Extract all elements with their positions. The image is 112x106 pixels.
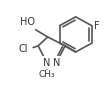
Text: N: N <box>53 58 60 68</box>
Text: F: F <box>94 21 100 31</box>
Text: HO: HO <box>20 17 35 27</box>
Text: CH₃: CH₃ <box>38 70 55 79</box>
Text: Cl: Cl <box>19 44 28 54</box>
Text: N: N <box>43 58 51 68</box>
